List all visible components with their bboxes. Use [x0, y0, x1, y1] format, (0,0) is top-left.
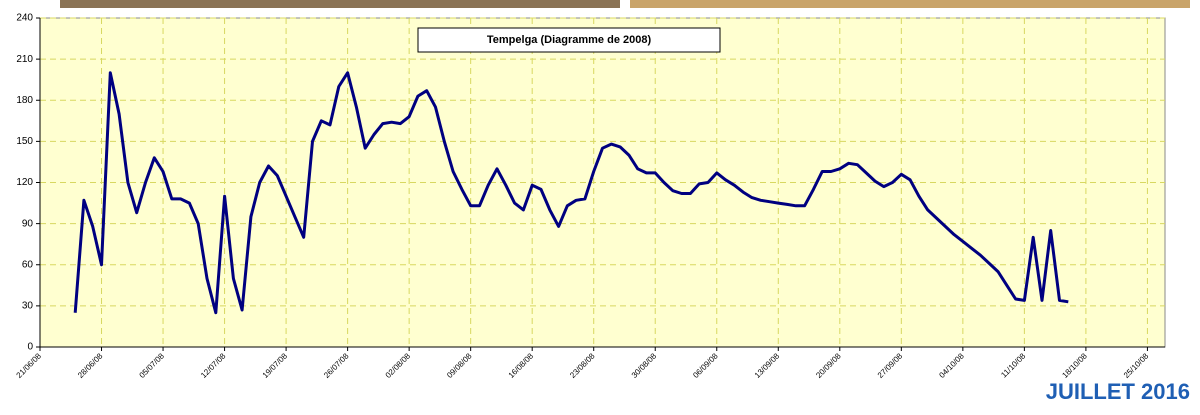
x-tick-label: 02/08/08 [384, 351, 413, 380]
title-box [417, 27, 721, 53]
chart-title: Tempelga (Diagramme de 2008) [487, 34, 652, 46]
x-tick-label: 28/06/08 [76, 351, 105, 380]
x-tick-label: 27/09/08 [876, 351, 905, 380]
y-tick-label: 60 [22, 259, 34, 270]
y-tick-label: 210 [16, 54, 33, 65]
x-tick-label: 09/08/08 [445, 351, 474, 380]
x-tick-label: 20/09/08 [814, 351, 843, 380]
x-tick-label: 13/09/08 [753, 351, 782, 380]
x-tick-label: 11/10/08 [999, 351, 1027, 379]
photo-strip [60, 0, 620, 8]
y-tick-label: 180 [16, 95, 33, 106]
x-tick-label: 05/07/08 [138, 351, 167, 380]
x-tick-label: 19/07/08 [261, 351, 290, 380]
x-tick-label: 26/07/08 [322, 351, 351, 380]
photo-strip [630, 0, 1190, 8]
data-line [73, 71, 1069, 315]
y-tick-label: 150 [16, 136, 33, 147]
y-tick-label: 0 [27, 342, 33, 353]
x-tick-label: 04/10/08 [937, 351, 966, 380]
x-tick-label: 16/08/08 [507, 351, 536, 380]
x-tick-label: 06/09/08 [691, 351, 720, 380]
x-tick-label: 30/08/08 [630, 351, 659, 380]
x-tick-label: 23/08/08 [568, 351, 597, 380]
x-tick-label: 25/10/08 [1122, 351, 1151, 380]
y-tick-label: 240 [16, 13, 33, 24]
y-tick-label: 90 [22, 218, 34, 229]
footer-date: JUILLET 2016 [1046, 379, 1190, 404]
y-tick-label: 30 [22, 301, 34, 312]
x-tick-label: 21/06/08 [15, 351, 44, 380]
x-tick-label: 12/07/08 [199, 351, 228, 380]
x-tick-label: 18/10/08 [1060, 351, 1089, 380]
y-tick-label: 120 [16, 177, 33, 188]
